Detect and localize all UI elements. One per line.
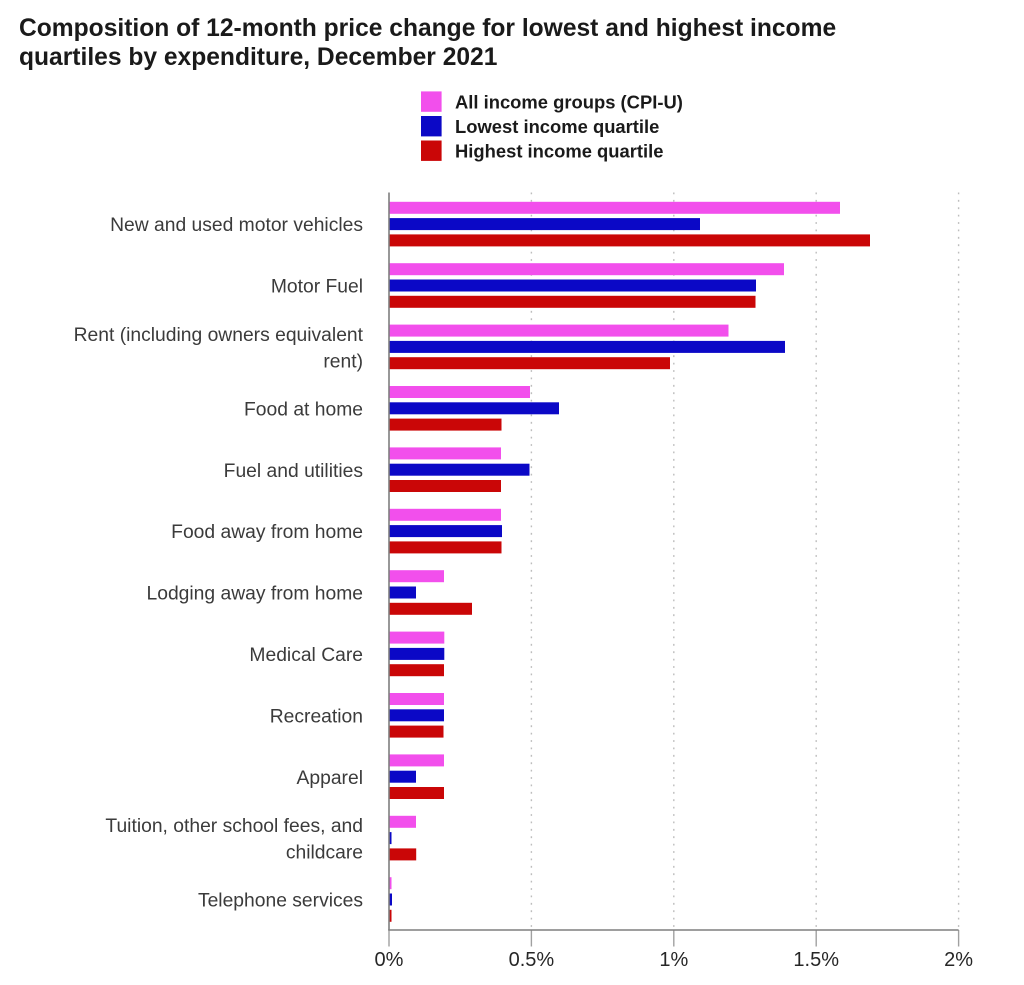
svg-text:2%: 2% (944, 949, 973, 971)
svg-text:Food at home: Food at home (244, 399, 363, 420)
svg-text:Motor Fuel: Motor Fuel (271, 277, 363, 298)
svg-text:New and used motor vehicles: New and used motor vehicles (110, 215, 363, 236)
svg-text:Telephone services: Telephone services (198, 891, 363, 912)
svg-text:Highest income quartile: Highest income quartile (455, 141, 663, 162)
svg-text:Rent (including owners equival: Rent (including owners equivalent (74, 325, 364, 346)
svg-text:0%: 0% (375, 949, 404, 971)
svg-text:1.5%: 1.5% (793, 949, 839, 971)
svg-text:Recreation: Recreation (270, 706, 363, 727)
svg-text:0.5%: 0.5% (509, 949, 555, 971)
svg-text:Apparel: Apparel (297, 768, 363, 789)
svg-text:Food away from home: Food away from home (171, 522, 363, 543)
svg-text:Lodging away from home: Lodging away from home (147, 584, 364, 605)
svg-text:quartiles by expenditure, Dece: quartiles by expenditure, December 2021 (19, 44, 497, 71)
svg-text:Composition of 12-month price: Composition of 12-month price change for… (19, 15, 836, 42)
svg-text:Tuition, other school fees, an: Tuition, other school fees, and (105, 816, 363, 837)
svg-text:Lowest income quartile: Lowest income quartile (455, 116, 659, 137)
svg-text:rent): rent) (323, 351, 363, 372)
svg-text:All income groups (CPI-U): All income groups (CPI-U) (455, 92, 683, 113)
svg-text:childcare: childcare (286, 842, 363, 863)
svg-text:Fuel and utilities: Fuel and utilities (224, 461, 363, 482)
svg-text:Medical Care: Medical Care (249, 645, 363, 666)
svg-text:1%: 1% (659, 949, 688, 971)
